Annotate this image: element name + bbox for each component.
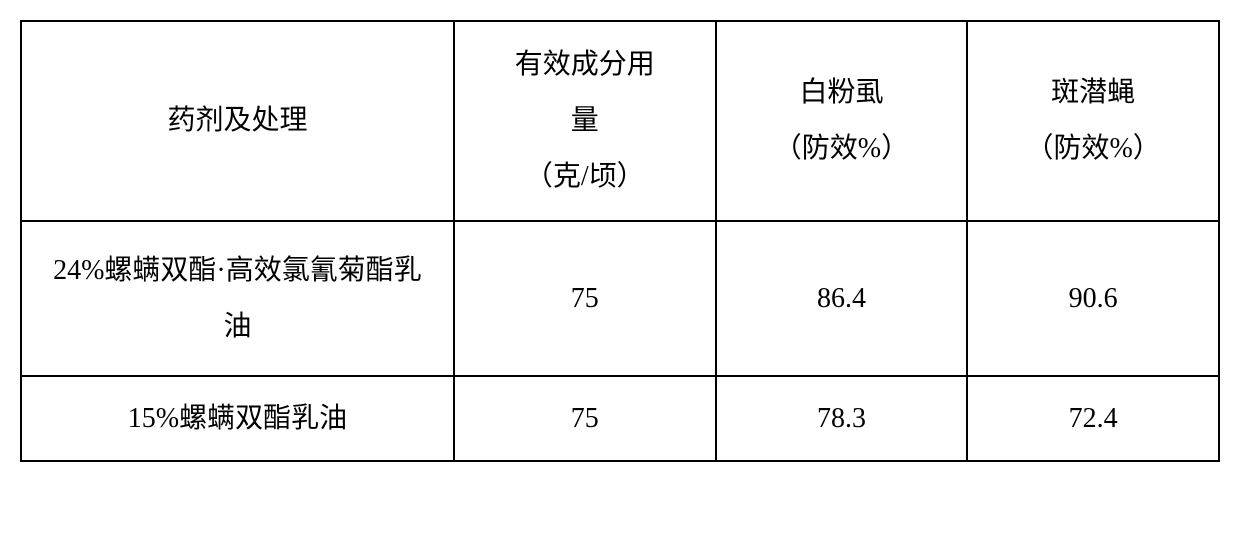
header-text-line: 白粉虱 xyxy=(799,77,883,108)
header-text-line: 斑潜蝇 xyxy=(1051,77,1135,108)
col-header-whitefly: 白粉虱 （防效%） xyxy=(716,21,968,221)
col-header-leafminer: 斑潜蝇 （防效%） xyxy=(967,21,1219,221)
cell-leafminer: 90.6 xyxy=(967,221,1219,376)
cell-text-line: 24%螺螨双酯·高效氯氰菊酯乳 xyxy=(53,255,422,286)
cell-dosage: 75 xyxy=(454,376,716,461)
cell-text-line: 油 xyxy=(223,311,251,342)
col-header-dosage: 有效成分用 量 （克/顷） xyxy=(454,21,716,221)
cell-treatment: 15%螺螨双酯乳油 xyxy=(21,376,454,461)
cell-whitefly: 86.4 xyxy=(716,221,968,376)
header-text-line: 有效成分用 xyxy=(515,49,655,80)
cell-text-line: 15%螺螨双酯乳油 xyxy=(128,403,347,434)
table-row: 15%螺螨双酯乳油 75 78.3 72.4 xyxy=(21,376,1219,461)
header-text-line: （防效%） xyxy=(774,133,909,164)
header-text-line: 量 xyxy=(571,105,599,136)
header-text-line: （克/顷） xyxy=(525,161,645,192)
col-header-treatment: 药剂及处理 xyxy=(21,21,454,221)
table-header-row: 药剂及处理 有效成分用 量 （克/顷） 白粉虱 （防效%） 斑潜蝇 （防效%） xyxy=(21,21,1219,221)
cell-treatment: 24%螺螨双酯·高效氯氰菊酯乳 油 xyxy=(21,221,454,376)
header-text: 药剂及处理 xyxy=(167,105,307,136)
cell-leafminer: 72.4 xyxy=(967,376,1219,461)
cell-dosage: 75 xyxy=(454,221,716,376)
table-row: 24%螺螨双酯·高效氯氰菊酯乳 油 75 86.4 90.6 xyxy=(21,221,1219,376)
pesticide-efficacy-table: 药剂及处理 有效成分用 量 （克/顷） 白粉虱 （防效%） 斑潜蝇 （防效%） … xyxy=(20,20,1220,462)
cell-whitefly: 78.3 xyxy=(716,376,968,461)
header-text-line: （防效%） xyxy=(1025,133,1160,164)
